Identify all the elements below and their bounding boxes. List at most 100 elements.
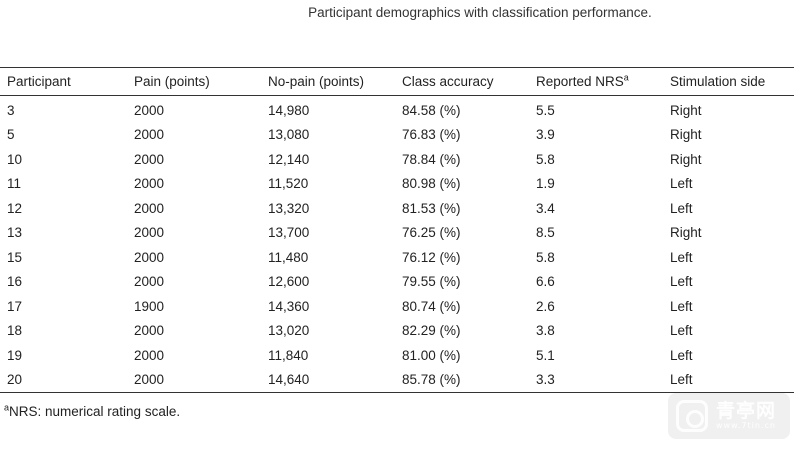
cell-participant: 3 bbox=[7, 102, 15, 118]
cell-side: Left bbox=[670, 323, 693, 339]
watermark-main-text: 青亭网 bbox=[716, 400, 777, 423]
watermark-text: 青亭网 www.7tin.cn bbox=[716, 401, 776, 431]
cell-nopain: 12,140 bbox=[268, 151, 310, 167]
demographics-table-container: Participant Pain (points) No-pain (point… bbox=[0, 67, 794, 393]
table-row: 20 2000 14,640 85.78 (%) 3.3 Left bbox=[0, 368, 794, 393]
table-header: Participant Pain (points) No-pain (point… bbox=[0, 68, 794, 96]
cell-participant: 5 bbox=[7, 127, 15, 143]
cell-accuracy: 79.55 (%) bbox=[402, 274, 461, 290]
cell-accuracy: 85.78 (%) bbox=[402, 372, 461, 388]
table-row: 17 1900 14,360 80.74 (%) 2.6 Left bbox=[0, 294, 794, 319]
table-row: 10 2000 12,140 78.84 (%) 5.8 Right bbox=[0, 147, 794, 172]
cell-accuracy: 81.00 (%) bbox=[402, 347, 461, 363]
cell-accuracy: 78.84 (%) bbox=[402, 151, 461, 167]
cell-side: Left bbox=[670, 249, 693, 265]
table-row: 5 2000 13,080 76.83 (%) 3.9 Right bbox=[0, 123, 794, 148]
cell-nrs: 3.9 bbox=[536, 127, 555, 143]
cell-participant: 12 bbox=[7, 200, 23, 216]
cell-side: Right bbox=[670, 127, 702, 143]
cell-nrs: 6.6 bbox=[536, 274, 555, 290]
header-nopain: No-pain (points) bbox=[268, 74, 365, 89]
cell-participant: 15 bbox=[7, 249, 23, 265]
cell-participant: 13 bbox=[7, 225, 23, 241]
cell-nopain: 12,600 bbox=[268, 274, 310, 290]
cell-pain: 2000 bbox=[134, 102, 165, 118]
table-row: 19 2000 11,840 81.00 (%) 5.1 Left bbox=[0, 343, 794, 368]
cell-pain: 2000 bbox=[134, 249, 165, 265]
cell-pain: 2000 bbox=[134, 225, 165, 241]
cell-accuracy: 80.74 (%) bbox=[402, 298, 461, 314]
cell-nrs: 5.1 bbox=[536, 347, 555, 363]
cell-pain: 2000 bbox=[134, 176, 165, 192]
cell-nrs: 3.3 bbox=[536, 372, 555, 388]
header-side: Stimulation side bbox=[670, 74, 766, 89]
header-accuracy: Class accuracy bbox=[402, 74, 494, 89]
cell-side: Left bbox=[670, 298, 693, 314]
cell-participant: 19 bbox=[7, 347, 23, 363]
cell-pain: 2000 bbox=[134, 127, 165, 143]
header-row: Participant Pain (points) No-pain (point… bbox=[0, 68, 794, 96]
cell-side: Right bbox=[670, 225, 702, 241]
table-row: 12 2000 13,320 81.53 (%) 3.4 Left bbox=[0, 196, 794, 221]
table-row: 3 2000 14,980 84.58 (%) 5.5 Right bbox=[0, 96, 794, 123]
header-nrs-footnote-marker: a bbox=[623, 72, 629, 83]
cell-pain: 2000 bbox=[134, 323, 165, 339]
cell-side: Left bbox=[670, 274, 693, 290]
cell-nrs: 3.8 bbox=[536, 323, 555, 339]
cell-side: Right bbox=[670, 102, 702, 118]
cell-accuracy: 82.29 (%) bbox=[402, 323, 461, 339]
cell-side: Left bbox=[670, 200, 693, 216]
table-body: 3 2000 14,980 84.58 (%) 5.5 Right 5 2000 13,080 7… bbox=[0, 96, 794, 393]
cell-nrs: 5.8 bbox=[536, 151, 555, 167]
cell-participant: 20 bbox=[7, 372, 23, 388]
cell-accuracy: 76.12 (%) bbox=[402, 249, 461, 265]
header-participant: Participant bbox=[7, 74, 71, 89]
header-nrs: Reported NRSa bbox=[529, 68, 663, 96]
cell-participant: 17 bbox=[7, 298, 23, 314]
cell-side: Left bbox=[670, 176, 693, 192]
cell-nopain: 13,320 bbox=[268, 200, 310, 216]
table-row: 11 2000 11,520 80.98 (%) 1.9 Left bbox=[0, 172, 794, 197]
cell-pain: 2000 bbox=[134, 274, 165, 290]
table-row: 16 2000 12,600 79.55 (%) 6.6 Left bbox=[0, 270, 794, 295]
cell-nopain: 13,700 bbox=[268, 225, 310, 241]
cell-nrs: 5.8 bbox=[536, 249, 555, 265]
table-row: 13 2000 13,700 76.25 (%) 8.5 Right bbox=[0, 221, 794, 246]
cell-pain: 2000 bbox=[134, 151, 165, 167]
cell-accuracy: 80.98 (%) bbox=[402, 176, 461, 192]
cell-participant: 18 bbox=[7, 323, 23, 339]
cell-nopain: 11,520 bbox=[268, 176, 309, 192]
cell-pain: 1900 bbox=[134, 298, 165, 314]
cell-nopain: 11,840 bbox=[268, 347, 309, 363]
cell-nopain: 14,980 bbox=[268, 102, 310, 118]
demographics-table: Participant Pain (points) No-pain (point… bbox=[0, 67, 794, 393]
cell-nrs: 2.6 bbox=[536, 298, 555, 314]
cell-side: Right bbox=[670, 151, 702, 167]
cell-accuracy: 81.53 (%) bbox=[402, 200, 461, 216]
table-caption: Participant demographics with classifica… bbox=[308, 5, 652, 20]
cell-nopain: 14,360 bbox=[268, 298, 310, 314]
cell-participant: 11 bbox=[7, 176, 22, 192]
cell-side: Left bbox=[670, 347, 693, 363]
table-row: 15 2000 11,480 76.12 (%) 5.8 Left bbox=[0, 245, 794, 270]
cell-nrs: 3.4 bbox=[536, 200, 555, 216]
footnote-text: NRS: numerical rating scale. bbox=[9, 404, 181, 419]
cell-pain: 2000 bbox=[134, 372, 165, 388]
cell-participant: 16 bbox=[7, 274, 23, 290]
header-pain: Pain (points) bbox=[134, 74, 210, 89]
site-watermark: 青亭网 www.7tin.cn bbox=[668, 393, 790, 439]
cell-accuracy: 84.58 (%) bbox=[402, 102, 461, 118]
cell-participant: 10 bbox=[7, 151, 23, 167]
watermark-sub-text: www.7tin.cn bbox=[716, 421, 776, 431]
cell-nopain: 14,640 bbox=[268, 372, 310, 388]
cell-nrs: 5.5 bbox=[536, 102, 555, 118]
cell-accuracy: 76.83 (%) bbox=[402, 127, 461, 143]
cell-side: Left bbox=[670, 372, 693, 388]
header-nrs-label: Reported NRS bbox=[536, 74, 624, 89]
cell-nopain: 13,080 bbox=[268, 127, 310, 143]
cell-nrs: 8.5 bbox=[536, 225, 555, 241]
cell-nopain: 11,480 bbox=[268, 249, 309, 265]
cell-nrs: 1.9 bbox=[536, 176, 555, 192]
cell-pain: 2000 bbox=[134, 200, 165, 216]
table-footnote: aNRS: numerical rating scale. bbox=[4, 403, 181, 419]
